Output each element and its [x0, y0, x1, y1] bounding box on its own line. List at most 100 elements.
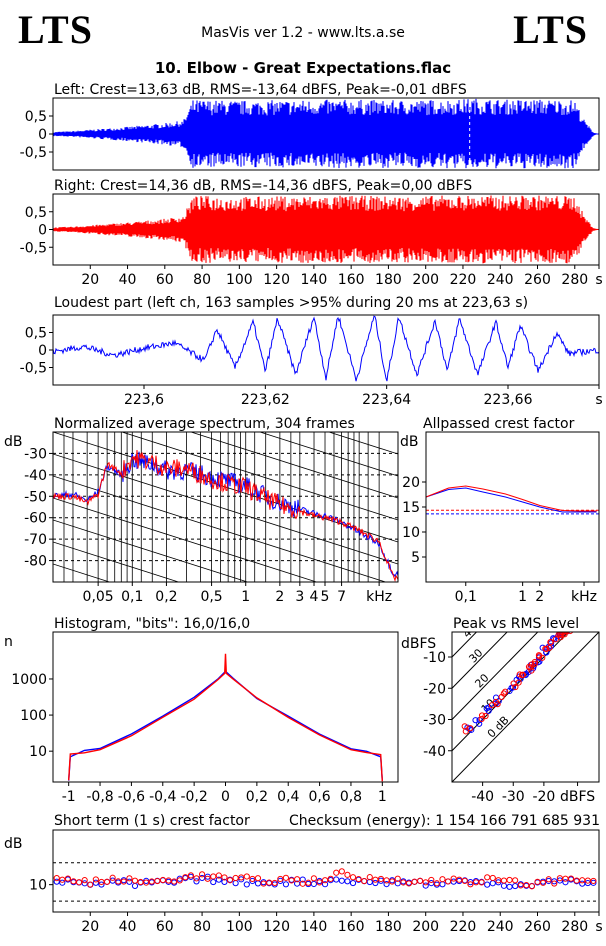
x-tick-label: s	[595, 392, 602, 408]
plot-frame	[451, 631, 600, 783]
peak-rms-point	[522, 670, 530, 677]
crest-point	[372, 876, 379, 883]
crest-point	[109, 874, 116, 881]
left-waveform-chart: Left: Crest=13,63 dB, RMS=-13,64 dBFS, P…	[20, 82, 600, 171]
crest-point	[344, 871, 351, 878]
crest-point	[333, 876, 340, 883]
crest-point	[349, 874, 357, 881]
crest-point	[439, 881, 446, 888]
spectrum-slope-line	[53, 497, 318, 582]
x-tick-label: 223,64	[362, 392, 411, 408]
peak-rms-point	[485, 707, 492, 714]
crest-point	[103, 878, 111, 885]
crest-point	[75, 879, 83, 886]
crest-point	[238, 876, 245, 883]
crest-point	[215, 872, 222, 879]
crest-point	[260, 880, 267, 887]
spectrum-slope-line	[53, 630, 398, 740]
y-tick-label: 0,5	[25, 109, 47, 125]
crest-point	[321, 881, 329, 888]
chart-title: Histogram, "bits": 16,0/16,0	[54, 616, 250, 632]
y-tick-label: 0,5	[25, 205, 47, 221]
crest-point	[64, 875, 72, 882]
x-tick-label: -1	[62, 789, 76, 805]
diagonal-label: 30	[466, 646, 485, 665]
crest-point	[400, 879, 407, 886]
crest-point	[372, 879, 379, 887]
peak-rms-point	[472, 717, 479, 724]
crest-point	[528, 883, 536, 890]
x-tick-label: 80	[193, 919, 211, 935]
peak-rms-point	[518, 672, 526, 679]
crest-point	[143, 879, 150, 886]
spectrum-slope-line	[53, 674, 398, 784]
x-tick-label: 0,1	[121, 589, 143, 605]
peak-rms-point	[567, 632, 574, 635]
plot-frame	[52, 431, 399, 583]
x-tick-label: 223,62	[241, 392, 290, 408]
x-tick-label: 0,6	[308, 789, 330, 805]
spectrum-slope-line	[120, 432, 398, 521]
peak-rms-point	[498, 693, 505, 701]
crest-point	[478, 879, 485, 886]
y-tick-label: 10	[29, 744, 47, 760]
crest-point	[338, 877, 345, 884]
crest-point	[277, 875, 284, 883]
x-tick-label: 220	[450, 272, 477, 288]
crest-point	[590, 877, 597, 885]
peak-rms-point	[467, 725, 474, 732]
x-tick-label: 0,5	[200, 589, 222, 605]
crest-point	[215, 876, 222, 883]
y-tick-label: 1000	[11, 672, 47, 688]
spectrum-slope-line	[53, 475, 387, 582]
y-axis-label: dB	[400, 434, 419, 450]
crest-point	[338, 868, 345, 875]
x-tick-label: 120	[263, 919, 290, 935]
crest-point	[165, 877, 172, 884]
chart-title: Peak vs RMS level	[453, 616, 579, 632]
crest-point	[512, 877, 519, 884]
histogram-series-0	[68, 670, 383, 781]
x-tick-label: 3	[295, 589, 304, 605]
crest-point	[489, 880, 496, 887]
y-tick-label: -70	[24, 532, 47, 548]
x-tick-label: 5	[321, 589, 330, 605]
crest-point	[344, 878, 351, 885]
spectrum-chart: Normalized average spectrum, 304 frames d…	[4, 416, 399, 784]
peak-rms-point	[561, 632, 568, 635]
chart-title: Right: Crest=14,36 dB, RMS=-14,36 dBFS, …	[54, 178, 472, 194]
x-tick-label: 0,8	[340, 789, 362, 805]
x-tick-label: 280	[561, 919, 588, 935]
crest-point	[405, 880, 413, 887]
crest-point	[221, 878, 228, 885]
crest-point	[439, 876, 446, 883]
crest-point	[277, 877, 284, 885]
plot-frame	[52, 314, 600, 386]
x-tick-label: 2	[535, 589, 544, 605]
spectrum-slope-line	[327, 432, 398, 455]
y-axis-label: dB	[4, 836, 23, 852]
x-tick-label: 260	[524, 919, 551, 935]
y-tick-label: 100	[20, 708, 47, 724]
crest-point	[333, 869, 340, 876]
x-tick-label: kHz	[366, 589, 392, 605]
y-tick-label: -30	[423, 713, 446, 729]
crest-point	[556, 877, 563, 884]
x-tick-label: -0,8	[86, 789, 113, 805]
peak-rms-point	[539, 644, 546, 651]
crest-point	[389, 878, 396, 885]
short-term-chart: Short term (1 s) crest factor Checksum (e…	[4, 813, 603, 935]
crest-point	[238, 874, 245, 881]
peak-rms-point	[502, 688, 509, 695]
crest-point	[243, 873, 250, 880]
crest-point	[210, 878, 217, 886]
x-tick-label: 1	[378, 789, 387, 805]
spectrum-slope-line	[258, 432, 398, 477]
track-title: 10. Elbow - Great Expectations.flac	[154, 59, 452, 77]
allpassed-series-1	[425, 485, 597, 512]
y-tick-label: 0,5	[25, 326, 47, 342]
crest-point	[204, 875, 211, 882]
diagonal-label: 0 dB	[485, 714, 512, 741]
crest-point	[98, 881, 105, 888]
